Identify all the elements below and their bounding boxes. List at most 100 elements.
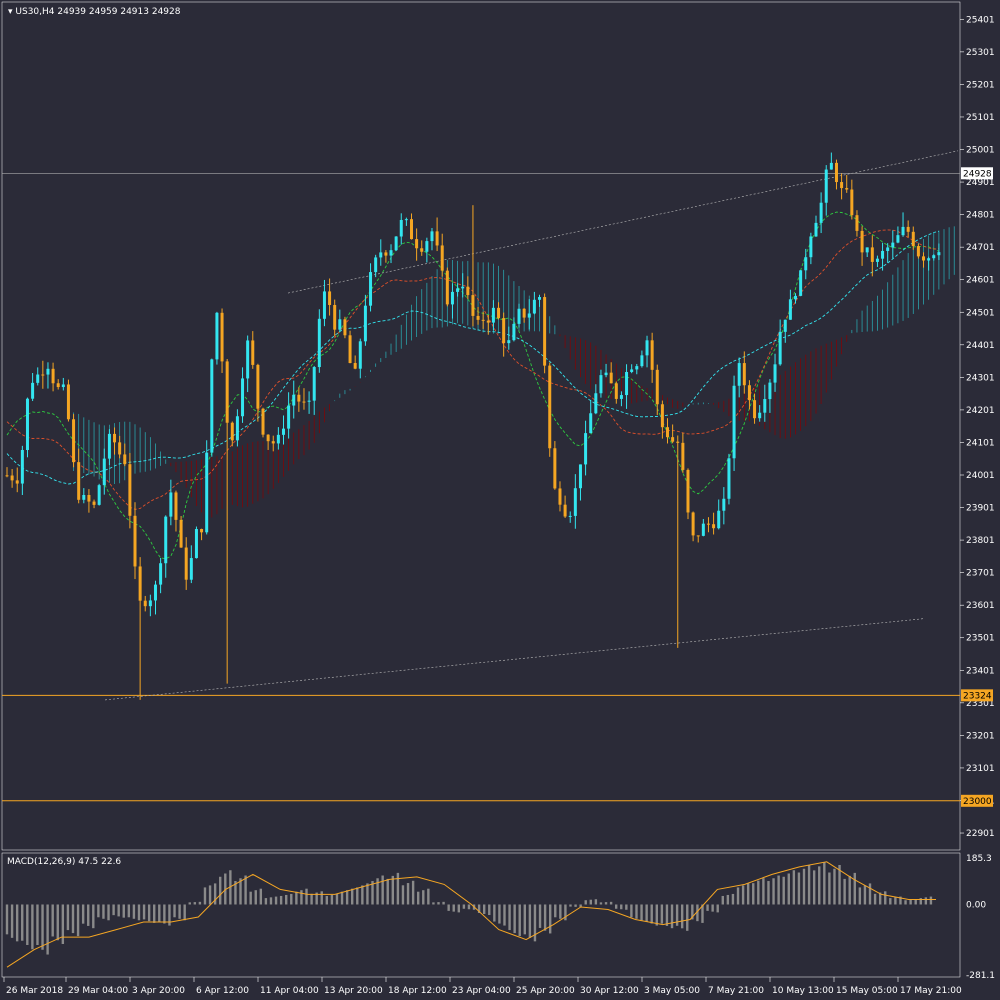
candle-body <box>814 222 818 237</box>
x-tick-label: 3 Apr 20:00 <box>132 986 185 996</box>
candle-body <box>266 434 270 442</box>
y-tick-label: 23701 <box>966 569 995 579</box>
macd-bar <box>594 899 598 905</box>
macd-bar <box>482 904 486 915</box>
candle-body <box>850 189 854 216</box>
candle-body <box>538 297 542 300</box>
macd-bar <box>919 898 922 905</box>
macd-bar <box>787 873 790 905</box>
y-tick-label: 24301 <box>966 373 995 383</box>
candle-body <box>210 359 214 453</box>
macd-bar <box>21 904 24 941</box>
candle-body <box>671 437 675 442</box>
macd-bar <box>878 892 882 905</box>
candle-body <box>466 286 470 296</box>
candle-body <box>200 528 204 533</box>
candle-body <box>722 498 726 511</box>
macd-bar <box>528 904 532 938</box>
macd-bar <box>746 883 750 905</box>
x-tick-label: 23 Apr 04:00 <box>452 986 511 996</box>
macd-bar <box>503 904 506 926</box>
macd-bar <box>234 881 237 905</box>
candle-body <box>824 169 828 203</box>
macd-bar <box>518 904 521 937</box>
candle-body <box>430 231 434 242</box>
macd-bar <box>112 904 115 916</box>
candle-body <box>476 315 480 320</box>
candle-body <box>901 226 905 236</box>
macd-bar <box>721 895 724 905</box>
macd-bar <box>838 864 841 905</box>
x-tick-label: 18 Apr 12:00 <box>388 986 447 996</box>
candle-body <box>717 510 721 529</box>
macd-bar <box>807 864 811 905</box>
macd-bar <box>391 875 395 905</box>
candle-body <box>61 384 65 388</box>
macd-bar <box>122 904 125 918</box>
candle-body <box>82 494 86 500</box>
candle-body <box>72 419 76 463</box>
macd-bar <box>564 904 567 921</box>
macd-bar <box>467 904 471 910</box>
candle-body <box>865 247 869 253</box>
macd-bar <box>680 904 684 929</box>
macd-bar <box>71 904 75 934</box>
macd-bar <box>493 904 496 922</box>
macd-bar <box>620 904 623 910</box>
candle-body <box>737 363 741 386</box>
candle-body <box>840 182 844 189</box>
macd-bar <box>107 904 110 921</box>
candle-body <box>481 319 485 321</box>
candle-body <box>922 256 926 261</box>
title-symbol: US30,H4 <box>15 7 54 17</box>
candle-body <box>932 255 936 259</box>
candle-body <box>251 340 255 365</box>
macd-bar <box>5 904 9 935</box>
macd-bar <box>416 891 420 905</box>
candle-body <box>532 299 536 314</box>
macd-bar <box>97 904 100 918</box>
macd-bar <box>711 904 714 912</box>
y-tick-label: 23201 <box>966 731 995 741</box>
macd-bar <box>351 888 354 905</box>
candle-body <box>497 307 501 319</box>
macd-bar <box>76 904 80 937</box>
macd-bar <box>924 897 928 905</box>
y-tick-label: 24601 <box>966 276 995 286</box>
candle-body <box>660 404 664 428</box>
candle-body <box>676 441 680 443</box>
x-tick-label: 15 May 05:00 <box>836 986 898 996</box>
macd-bar <box>36 904 39 945</box>
y-tick-label: 25001 <box>966 146 995 156</box>
macd-bar <box>259 888 263 905</box>
macd-bar <box>219 876 222 905</box>
candle-body <box>297 394 301 402</box>
macd-bar <box>802 868 806 905</box>
price-axis: 2290123001231012320123301234012350123601… <box>960 15 995 981</box>
macd-bar <box>914 899 917 905</box>
candle-body <box>584 433 588 465</box>
candle-body <box>906 226 910 232</box>
macd-bar <box>198 901 202 905</box>
candle-body <box>788 299 792 320</box>
candle-body <box>619 395 623 399</box>
macd-bar <box>46 904 49 955</box>
macd-bar <box>345 890 349 905</box>
y-tick-label: 24001 <box>966 471 995 481</box>
macd-bar <box>726 894 730 905</box>
chart-title: ▾ US30,H4 24939 24959 24913 24928 <box>8 7 181 17</box>
y-tick-label: 23501 <box>966 634 995 644</box>
macd-bar <box>335 893 339 905</box>
macd-bar <box>56 904 59 941</box>
candle-body <box>753 400 757 419</box>
candle-body <box>389 250 393 256</box>
macd-bar <box>376 878 379 905</box>
candle-body <box>599 375 603 394</box>
macd-bar <box>66 904 70 931</box>
macd-bar <box>513 904 516 934</box>
candle-body <box>553 448 557 489</box>
candle-body <box>118 442 122 455</box>
candle-body <box>276 434 280 444</box>
candle-body <box>896 235 900 243</box>
macd-bar <box>142 904 146 920</box>
